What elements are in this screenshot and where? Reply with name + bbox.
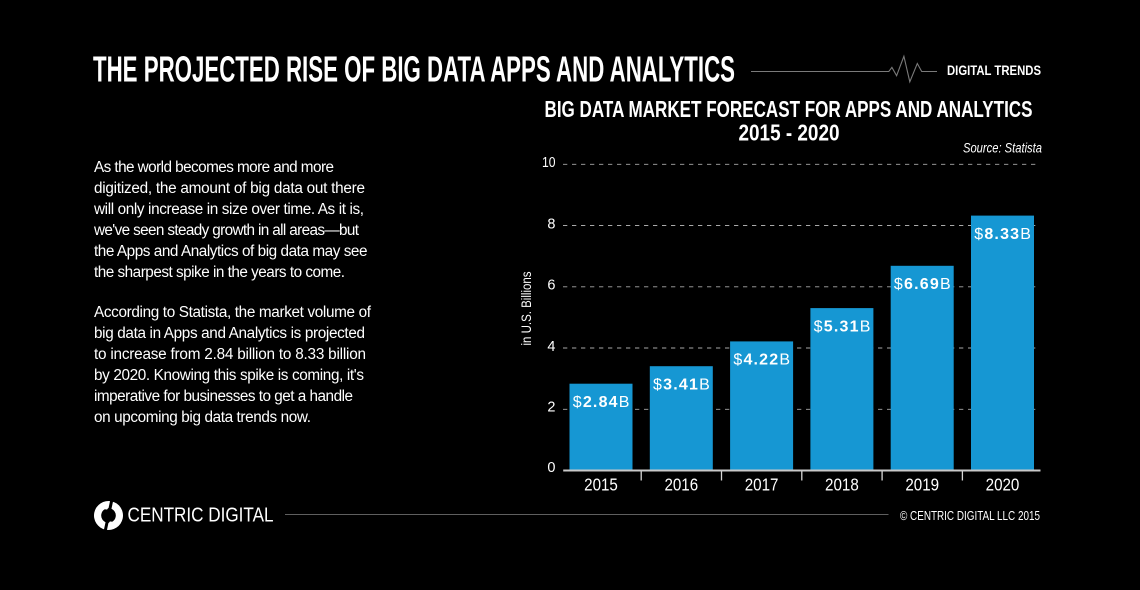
- svg-text:on upcoming big data trends no: on upcoming big data trends now.: [94, 409, 311, 426]
- svg-text:DIGITAL TRENDS: DIGITAL TRENDS: [947, 63, 1041, 78]
- svg-text:2: 2: [547, 399, 555, 415]
- svg-text:$6.69B: $6.69B: [894, 276, 952, 293]
- svg-text:2016: 2016: [664, 475, 698, 495]
- svg-text:© CENTRIC DIGITAL LLC 2015: © CENTRIC DIGITAL LLC 2015: [900, 508, 1040, 523]
- svg-text:As the world becomes more and: As the world becomes more and more: [94, 159, 334, 176]
- svg-text:THE PROJECTED RISE OF BIG DATA: THE PROJECTED RISE OF BIG DATA APPS AND …: [93, 49, 735, 90]
- svg-text:big data in Apps and Analytics: big data in Apps and Analytics is projec…: [94, 325, 365, 342]
- svg-text:8: 8: [547, 216, 555, 232]
- svg-text:we've seen steady growth in al: we've seen steady growth in all areas—bu…: [93, 222, 360, 239]
- svg-text:2017: 2017: [745, 475, 779, 495]
- svg-text:According to Statista, the mar: According to Statista, the market volume…: [94, 304, 372, 321]
- svg-text:2015 - 2020: 2015 - 2020: [739, 120, 840, 146]
- svg-text:CENTRIC DIGITAL: CENTRIC DIGITAL: [128, 504, 274, 527]
- svg-text:to increase from 2.84 billion: to increase from 2.84 billion to 8.33 bi…: [94, 346, 366, 363]
- svg-text:$5.31B: $5.31B: [814, 318, 872, 335]
- svg-text:$4.22B: $4.22B: [733, 352, 791, 369]
- svg-text:2015: 2015: [584, 475, 618, 495]
- svg-text:6: 6: [547, 278, 555, 294]
- svg-text:imperative for businesses to g: imperative for businesses to get a handl…: [94, 388, 353, 405]
- svg-text:digitized, the amount of big d: digitized, the amount of big data out th…: [94, 180, 365, 197]
- svg-text:10: 10: [542, 155, 556, 171]
- svg-text:$8.33B: $8.33B: [974, 226, 1032, 243]
- svg-text:will only increase in size ove: will only increase in size over time. As…: [93, 201, 364, 218]
- svg-text:2018: 2018: [825, 475, 859, 495]
- svg-text:0: 0: [547, 460, 555, 476]
- svg-text:the Apps and Analytics of big: the Apps and Analytics of big data may s…: [94, 243, 368, 260]
- svg-text:by 2020. Knowing this spike is: by 2020. Knowing this spike is coming, i…: [94, 367, 364, 384]
- svg-text:$3.41B: $3.41B: [653, 377, 711, 394]
- svg-text:BIG DATA MARKET FORECAST FOR A: BIG DATA MARKET FORECAST FOR APPS AND AN…: [545, 96, 1033, 122]
- svg-text:2020: 2020: [986, 475, 1020, 495]
- svg-text:Source: Statista: Source: Statista: [963, 141, 1042, 156]
- svg-text:in U.S. Billions: in U.S. Billions: [519, 272, 535, 346]
- svg-text:2019: 2019: [905, 475, 939, 495]
- svg-text:$2.84B: $2.84B: [573, 394, 631, 411]
- svg-text:the sharpest spike in the year: the sharpest spike in the years to come.: [94, 264, 345, 281]
- svg-text:4: 4: [547, 339, 555, 355]
